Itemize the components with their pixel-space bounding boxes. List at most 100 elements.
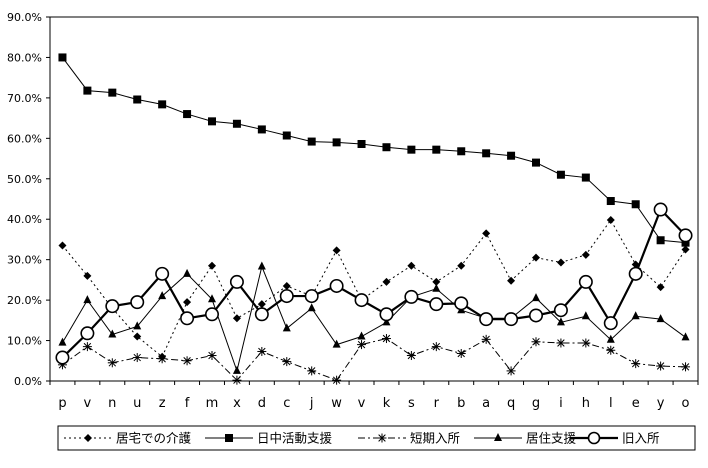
data-point-triangle	[158, 291, 167, 300]
data-point-triangle	[83, 295, 92, 304]
y-tick-label: 30.0%	[7, 254, 42, 267]
x-tick-label: p	[58, 396, 66, 411]
data-point-circle	[653, 202, 668, 217]
data-point-triangle	[232, 365, 241, 374]
data-point-square	[225, 434, 233, 442]
data-point-diamond	[332, 246, 341, 255]
data-point-diamond	[407, 261, 416, 270]
data-point-diamond	[183, 298, 192, 307]
data-point-square	[532, 158, 540, 167]
series-line	[62, 219, 686, 358]
asterisk-stroke	[607, 346, 615, 354]
data-point-diamond	[84, 434, 92, 442]
series-1	[58, 53, 690, 247]
data-point-triangle	[581, 311, 590, 320]
data-point-square	[58, 53, 67, 62]
data-point-triangle	[133, 321, 142, 330]
asterisk-stroke	[681, 363, 690, 371]
data-point-circle	[404, 289, 419, 304]
data-point-asterisk	[581, 338, 591, 348]
data-point-asterisk	[656, 361, 666, 371]
data-point-circle	[180, 311, 195, 326]
data-point-circle	[587, 431, 601, 445]
data-point-circle	[329, 278, 344, 293]
data-point-asterisk	[406, 351, 416, 361]
x-tick-label: w	[331, 396, 342, 411]
data-point-circle	[678, 228, 693, 243]
data-point-circle	[479, 312, 494, 327]
data-point-diamond	[208, 261, 216, 270]
y-tick-label: 0.0%	[14, 375, 42, 388]
data-point-square	[232, 119, 241, 128]
data-point-circle	[578, 274, 593, 289]
x-tick-label: l	[609, 396, 613, 411]
y-tick-label: 10.0%	[7, 335, 42, 348]
data-point-diamond	[382, 277, 391, 286]
x-tick-label: q	[507, 396, 515, 411]
asterisk-stroke	[457, 349, 465, 358]
x-tick-label: n	[108, 396, 116, 411]
data-point-square	[357, 139, 366, 148]
x-tick-label: v	[84, 396, 92, 411]
data-point-asterisk	[307, 366, 317, 376]
x-tick-label: j	[309, 396, 314, 411]
x-tick-label: f	[185, 396, 190, 411]
data-point-diamond	[257, 300, 266, 309]
data-point-triangle	[58, 337, 67, 346]
asterisk-stroke	[183, 357, 191, 365]
data-point-square	[581, 173, 590, 182]
data-point-triangle	[606, 334, 615, 343]
asterisk-stroke	[407, 351, 416, 360]
y-tick-label: 70.0%	[7, 92, 42, 105]
data-point-asterisk	[182, 356, 192, 366]
x-tick-label: g	[532, 396, 540, 411]
data-point-diamond	[83, 271, 92, 280]
axes: 0.0% 10.0% 20.0% 30.0% 40.0% 50.0% 60.0% 70.0% 8…	[7, 11, 699, 411]
legend-entry-1: 日中活動支援	[205, 431, 333, 446]
asterisk-stroke	[557, 339, 565, 347]
series-layer	[55, 53, 693, 385]
series-line	[62, 57, 686, 244]
data-point-asterisk	[556, 338, 566, 348]
legend-entry-4: 旧入所	[570, 431, 660, 446]
data-point-triangle	[282, 323, 291, 332]
data-point-square	[407, 145, 416, 154]
data-point-circle	[130, 295, 145, 310]
data-point-diamond	[556, 258, 565, 267]
x-tick-label: r	[434, 396, 440, 411]
data-point-circle	[229, 274, 244, 289]
data-point-asterisk	[357, 340, 367, 350]
data-point-triangle	[332, 339, 341, 348]
data-point-square	[507, 151, 516, 160]
data-point-circle	[55, 350, 70, 365]
asterisk-stroke	[482, 335, 490, 344]
data-point-circle	[603, 316, 618, 331]
data-point-square	[332, 138, 341, 147]
asterisk-stroke	[83, 342, 92, 351]
x-tick-label: x	[233, 396, 241, 411]
data-point-triangle	[108, 329, 117, 338]
data-point-circle	[553, 303, 568, 318]
data-point-triangle	[631, 311, 640, 320]
x-tick-label: b	[457, 396, 465, 411]
data-point-diamond	[282, 281, 291, 290]
data-point-circle	[80, 326, 95, 341]
asterisk-stroke	[258, 347, 266, 356]
data-point-asterisk	[232, 375, 242, 385]
data-point-square	[606, 197, 615, 206]
data-point-square	[631, 200, 640, 209]
data-point-asterisk	[157, 354, 167, 364]
legend-entry-3: 居住支援	[474, 431, 577, 446]
data-point-circle	[279, 289, 294, 304]
data-point-asterisk	[431, 342, 441, 352]
asterisk-stroke	[656, 362, 665, 370]
data-point-triangle	[556, 317, 565, 326]
data-point-diamond	[532, 253, 540, 262]
y-tick-label: 40.0%	[7, 213, 42, 226]
asterisk-stroke	[283, 357, 291, 366]
asterisk-stroke	[208, 351, 216, 360]
data-point-diamond	[581, 250, 590, 259]
legend-entry-0: 居宅での介護	[64, 431, 192, 446]
